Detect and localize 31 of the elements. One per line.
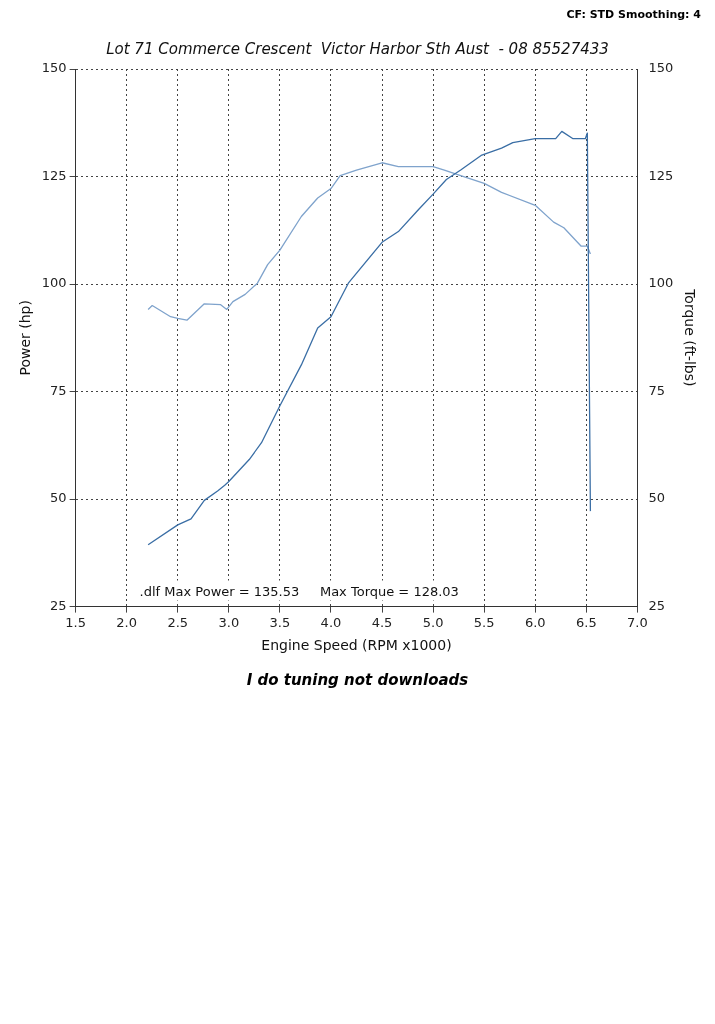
annotation: .dlf Max Power = 135.53 Max Torque = 128.03 [139,583,459,599]
text: I do tuning not downloads [245,671,470,689]
x-tick-label: 5.5 [473,614,495,630]
y-tick-label: 150 [41,60,67,76]
x-tick-label: 4.5 [371,614,393,630]
x-tick-label: 2.0 [116,614,138,630]
x-tick-label: 6.5 [575,614,597,630]
y-axis-title: Power (hp) [17,300,34,376]
x-tick-label: 7.0 [627,614,648,630]
x-tick-label: 1.5 [65,614,86,630]
y2-tick-label: 50 [648,490,665,506]
y2-tick-label: 100 [648,275,674,291]
y2-tick-label: 25 [648,597,665,613]
text: CF: STD Smoothing: 4 [565,8,701,21]
x-tick-label: 4.0 [320,614,342,630]
y-tick-label: 25 [50,597,67,613]
y-tick-label: 125 [41,167,67,183]
y-tick-label: 75 [50,382,67,398]
x-tick-label: 3.5 [269,614,291,630]
y-tick-label: 50 [50,490,67,506]
x-tick-label: 2.5 [167,614,189,630]
x-tick-label: 5.0 [422,614,444,630]
chart-title: Lot 71 Commerce Crescent Victor Harbor Sth Aust - 08 85527433 [106,39,609,58]
x-tick-label: 3.0 [218,614,240,630]
y2-axis-title: Torque (ft-lbs) [681,288,698,387]
x-tick-label: 6.0 [524,614,546,630]
y-tick-label: 100 [41,275,67,291]
y2-tick-label: 150 [648,60,674,76]
y2-tick-label: 125 [648,167,674,183]
x-axis-title: Engine Speed (RPM x1000) [261,637,452,654]
y2-tick-label: 75 [648,382,665,398]
